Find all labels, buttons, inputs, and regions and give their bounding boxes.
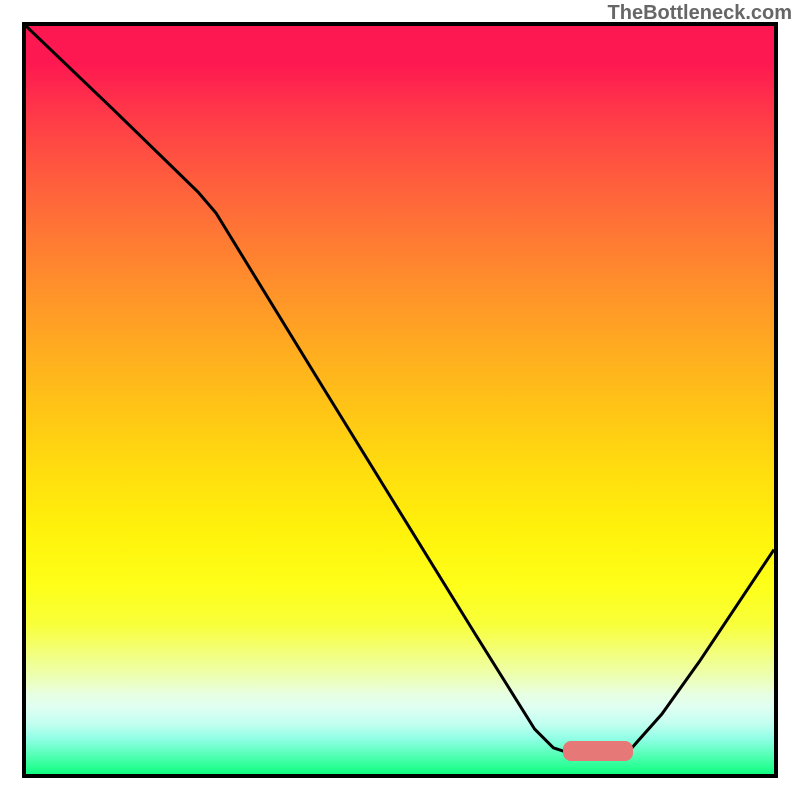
plot-area [22,22,778,778]
bottleneck-chart: TheBottleneck.com [0,0,800,800]
gradient-background [26,26,774,774]
optimal-marker [563,741,633,760]
watermark-text: TheBottleneck.com [608,2,792,25]
